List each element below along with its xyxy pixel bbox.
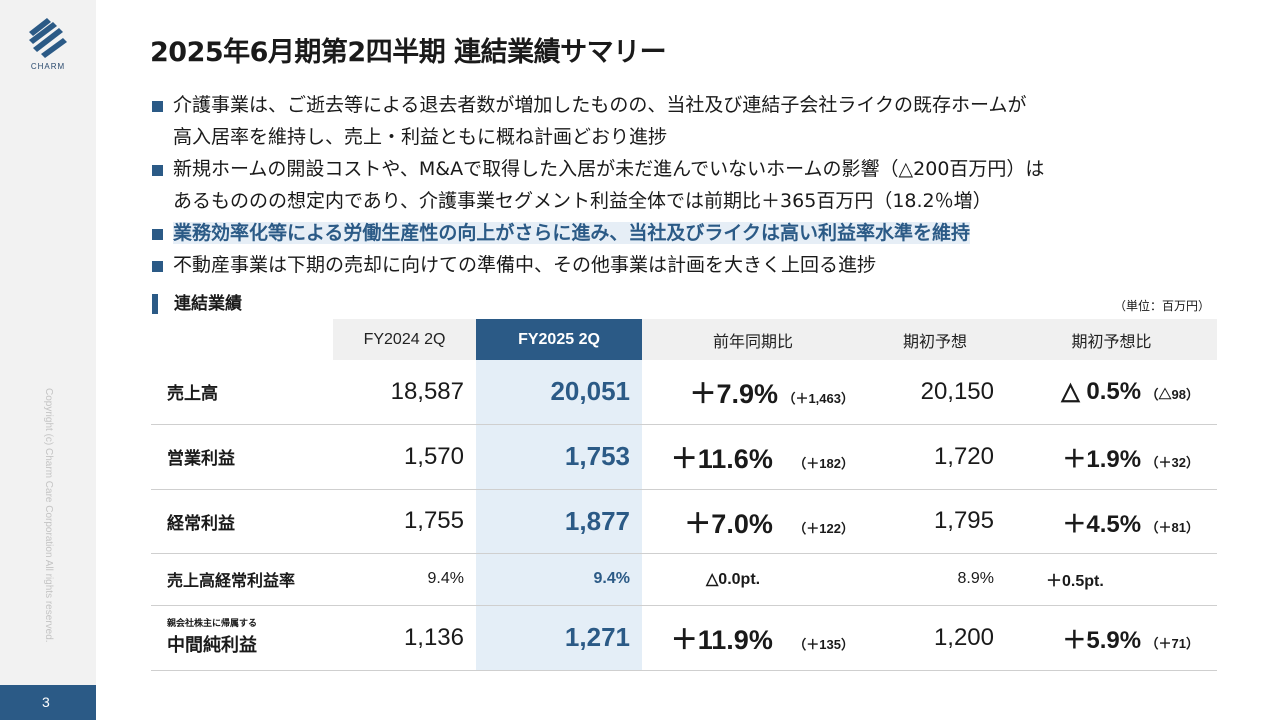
vs-plan-cell: ＋1.9% （＋32） xyxy=(1006,424,1217,490)
bullet-text: 介護事業は、ご逝去等による退去者数が増加したものの、当社及び連結子会社ライクの既… xyxy=(173,94,1027,116)
yoy-amount: （＋182） xyxy=(793,456,854,471)
charm-logo-icon xyxy=(29,18,67,58)
vs-plan-percent: ＋4.5% xyxy=(1062,510,1142,538)
table-row: 売上高経常利益率 9.4% 9.4% △0.0pt. 8.9% ＋0.5pt. xyxy=(151,553,1217,606)
row-label: 売上高経常利益率 xyxy=(151,553,333,606)
yoy-cell: ＋7.0% （＋122） xyxy=(642,489,864,554)
yoy-cell: ＋11.9% （＋135） xyxy=(642,605,864,671)
prev-value: 1,136 xyxy=(333,605,476,671)
bullet-text: 不動産事業は下期の売却に向けての準備中、その他事業は計画を大きく上回る進捗 xyxy=(173,254,877,276)
prev-value: 9.4% xyxy=(333,553,476,606)
summary-bullets: 介護事業は、ご逝去等による退去者数が増加したものの、当社及び連結子会社ライクの既… xyxy=(150,89,1230,281)
vs-plan-cell: ＋0.5pt. xyxy=(1006,553,1217,606)
header-cell: 期初予想比 xyxy=(1006,319,1217,360)
charm-logo: CHARM xyxy=(22,14,74,80)
bullet-item: 業務効率化等による労働生産性の向上がさらに進み、当社及びライクは高い利益率水準を… xyxy=(150,217,1230,249)
bullet-text: 高入居率を維持し、売上・利益ともに概ね計画どおり進捗 xyxy=(173,126,668,148)
unit-note: （単位：百万円） xyxy=(1113,299,1210,313)
section-bar-icon xyxy=(152,294,158,314)
yoy-cell: ＋7.9% （＋1,463） xyxy=(642,360,864,425)
vs-plan-cell: ＋5.9% （＋71） xyxy=(1006,605,1217,671)
section-title: 連結業績 xyxy=(174,294,242,314)
table-row: 営業利益 1,570 1,753 ＋11.6% （＋182） 1,720 ＋1.… xyxy=(151,424,1217,490)
plan-value: 8.9% xyxy=(864,553,1006,606)
yoy-amount: （＋122） xyxy=(793,520,854,536)
vs-plan-cell: ＋4.5% （＋81） xyxy=(1006,489,1217,554)
yoy-percent: ＋11.9% xyxy=(670,625,773,655)
row-sublabel: 親会社株主に帰属する xyxy=(167,618,258,629)
yoy-cell: ＋11.6% （＋182） xyxy=(642,424,864,490)
prev-value: 1,755 xyxy=(333,489,476,554)
sidebar: CHARM Copyright (c) Charm Care Corporati… xyxy=(0,0,96,720)
vs-plan-percent: ＋0.5pt. xyxy=(1046,573,1104,590)
row-label: 営業利益 xyxy=(151,424,333,490)
yoy-amount: （＋135） xyxy=(793,637,854,652)
highlighted-bullet-text: 業務効率化等による労働生産性の向上がさらに進み、当社及びライクは高い利益率水準を… xyxy=(173,222,971,244)
current-value: 1,877 xyxy=(476,489,642,554)
yoy-cell: △0.0pt. xyxy=(642,553,864,606)
section-heading: 連結業績 xyxy=(150,292,242,316)
page-number: 3 xyxy=(0,685,96,720)
vs-plan-amount: （＋32） xyxy=(1145,455,1199,470)
table-row: 親会社株主に帰属する 中間純利益 1,136 1,271 ＋11.9% （＋13… xyxy=(151,605,1217,671)
vs-plan-percent: △ 0.5% xyxy=(1061,378,1142,406)
header-cell: 前年同期比 xyxy=(642,319,864,360)
bullet-item: 新規ホームの開設コストや、M&Aで取得した入居が未だ進んでいないホームの影響（△… xyxy=(150,153,1230,217)
current-value: 9.4% xyxy=(476,553,642,606)
yoy-amount: （＋1,463） xyxy=(782,391,854,407)
vs-plan-amount: （＋81） xyxy=(1145,519,1199,535)
plan-value: 1,200 xyxy=(864,605,1006,671)
plan-value: 20,150 xyxy=(864,360,1006,425)
current-value: 1,753 xyxy=(476,424,642,490)
header-cell: FY2024 2Q xyxy=(333,319,476,360)
bullet-square-icon xyxy=(152,261,163,272)
plan-value: 1,795 xyxy=(864,489,1006,554)
page-title: 2025年6月期第2四半期 連結業績サマリー xyxy=(150,37,667,68)
header-cell-current: FY2025 2Q xyxy=(476,319,642,360)
vs-plan-percent: ＋5.9% xyxy=(1062,627,1142,654)
yoy-percent: ＋7.0% xyxy=(684,508,773,539)
table-row: 売上高 18,587 20,051 ＋7.9% （＋1,463） 20,150 … xyxy=(151,360,1217,425)
copyright-text: Copyright (c) Charm Care Corporation All… xyxy=(43,388,54,643)
bullet-square-icon xyxy=(152,165,163,176)
results-table: FY2024 2Q FY2025 2Q 前年同期比 期初予想 期初予想比 売上高… xyxy=(151,319,1217,671)
bullet-item: 不動産事業は下期の売却に向けての準備中、その他事業は計画を大きく上回る進捗 xyxy=(150,249,1230,281)
bullet-text: あるもののの想定内であり、介護事業セグメント利益全体では前期比＋365百万円（1… xyxy=(173,190,992,212)
prev-value: 1,570 xyxy=(333,424,476,490)
header-cell xyxy=(151,319,333,360)
vs-plan-percent: ＋1.9% xyxy=(1062,446,1142,473)
plan-value: 1,720 xyxy=(864,424,1006,490)
bullet-square-icon xyxy=(152,229,163,240)
vs-plan-amount: （△98） xyxy=(1145,387,1199,403)
row-label: 経常利益 xyxy=(151,489,333,554)
bullet-square-icon xyxy=(152,101,163,112)
bullet-text: 新規ホームの開設コストや、M&Aで取得した入居が未だ進んでいないホームの影響（△… xyxy=(173,158,1045,180)
current-value: 1,271 xyxy=(476,605,642,671)
yoy-percent: ＋7.9% xyxy=(689,379,778,410)
row-label-cell: 親会社株主に帰属する 中間純利益 xyxy=(151,605,333,671)
yoy-percent: ＋11.6% xyxy=(670,444,773,474)
row-label: 中間純利益 xyxy=(167,634,257,656)
yoy-percent: △0.0pt. xyxy=(706,571,761,588)
vs-plan-amount: （＋71） xyxy=(1145,636,1199,651)
table-row: 経常利益 1,755 1,877 ＋7.0% （＋122） 1,795 ＋4.5… xyxy=(151,489,1217,554)
row-label: 売上高 xyxy=(151,360,333,425)
logo-wordmark: CHARM xyxy=(30,62,66,71)
header-cell: 期初予想 xyxy=(864,319,1006,360)
bullet-item: 介護事業は、ご逝去等による退去者数が増加したものの、当社及び連結子会社ライクの既… xyxy=(150,89,1230,153)
current-value: 20,051 xyxy=(476,360,642,425)
vs-plan-cell: △ 0.5% （△98） xyxy=(1006,360,1217,425)
table-header-row: FY2024 2Q FY2025 2Q 前年同期比 期初予想 期初予想比 xyxy=(151,319,1217,360)
prev-value: 18,587 xyxy=(333,360,476,425)
